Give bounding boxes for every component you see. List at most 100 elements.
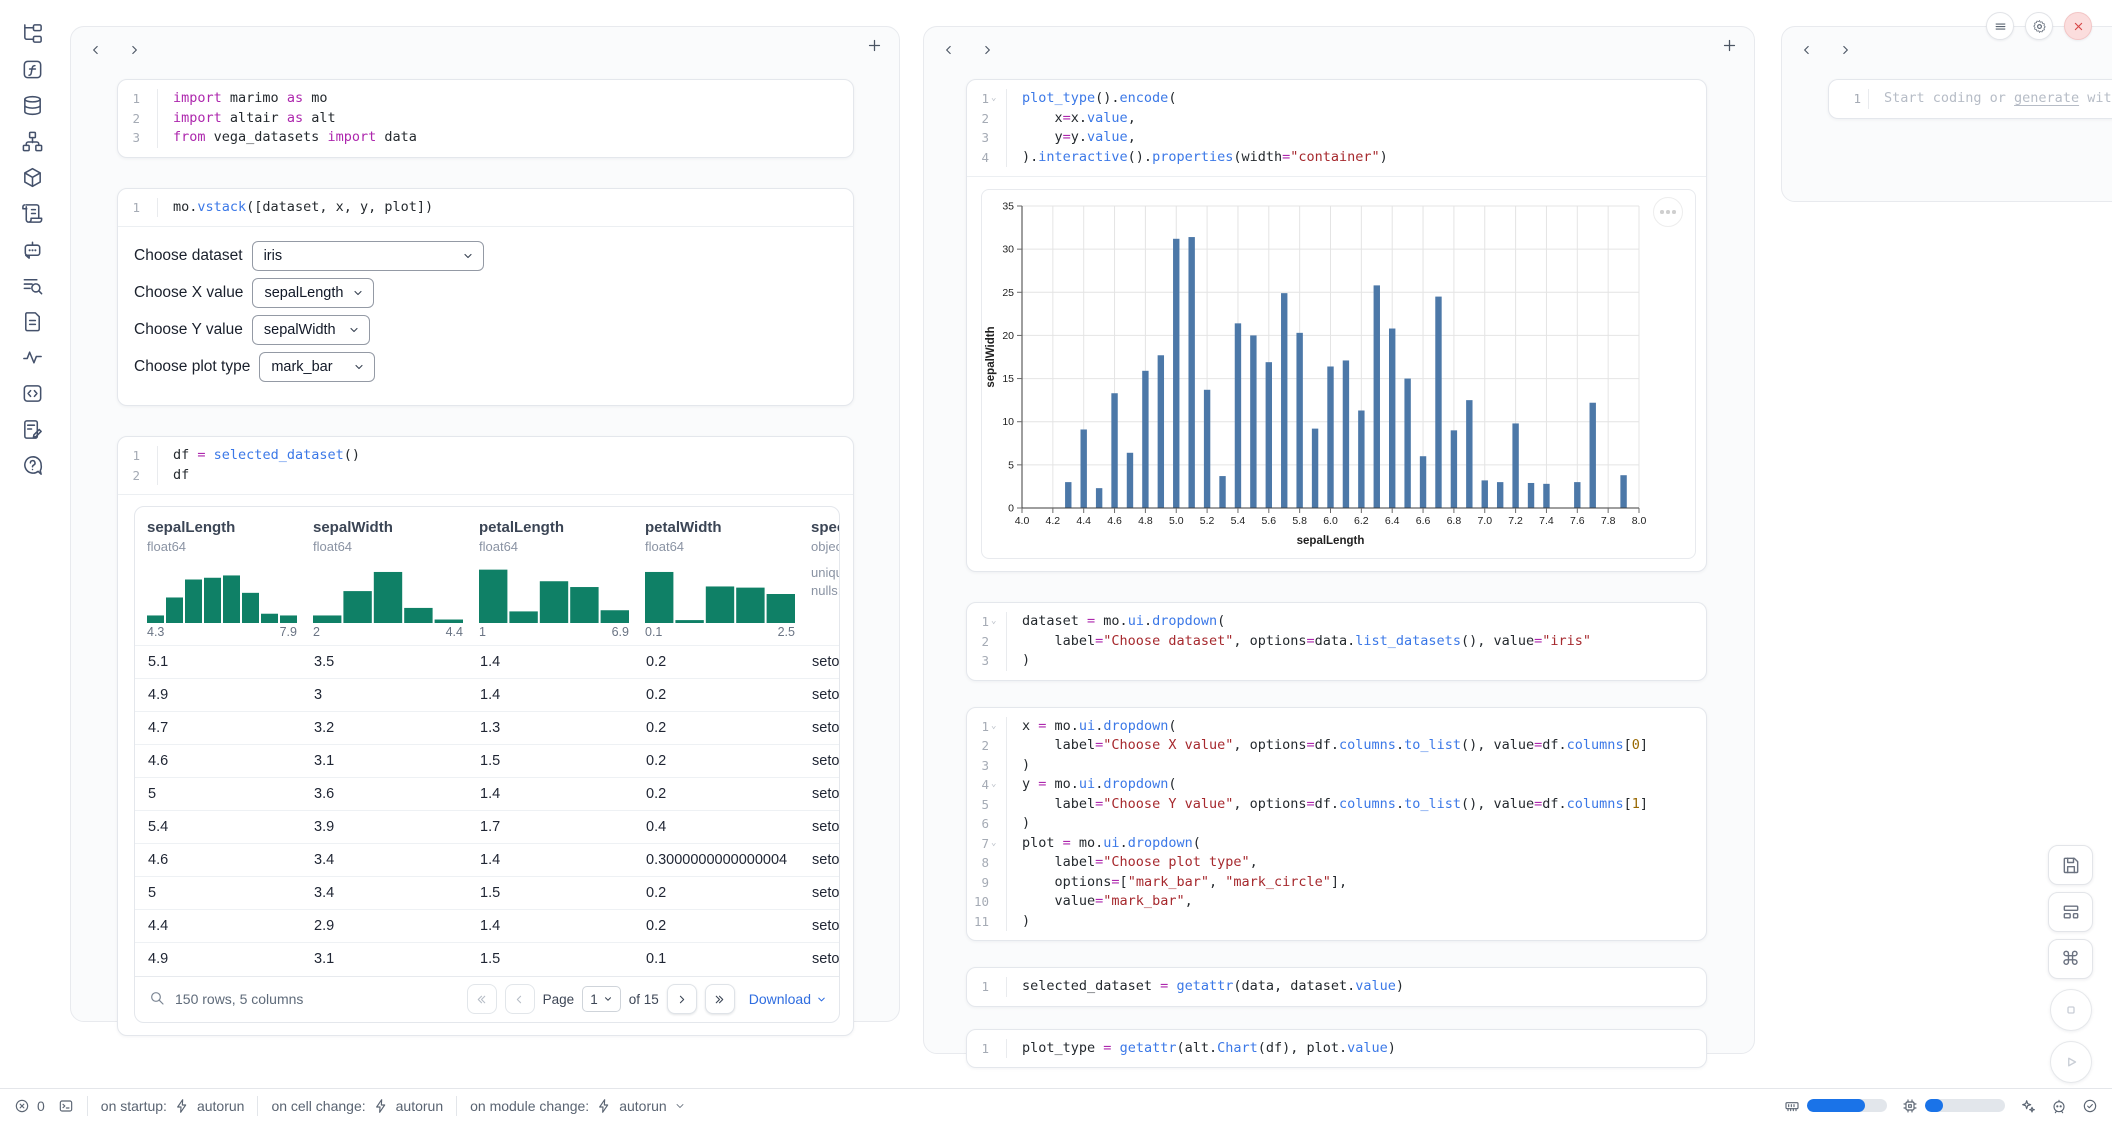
layout-button[interactable] [2048, 892, 2093, 932]
bar[interactable] [1528, 483, 1534, 508]
stop-button[interactable] [2050, 989, 2092, 1031]
script-panel-button[interactable] [12, 198, 52, 228]
column-header-petalLength[interactable]: petalLengthfloat6416.9 [467, 507, 633, 646]
run-button[interactable] [2050, 1041, 2092, 1083]
database-panel-button[interactable] [12, 90, 52, 120]
bar[interactable] [1266, 362, 1272, 508]
empty-code-cell[interactable]: 1 Start coding or generate with [1828, 79, 2112, 119]
code-editor[interactable]: 1df = selected_dataset()2df [118, 437, 853, 494]
chevron-right-icon[interactable] [1838, 43, 1852, 57]
chat-bot-button[interactable] [2051, 1098, 2067, 1114]
bar[interactable] [1590, 403, 1596, 508]
chevron-left-icon[interactable] [942, 43, 956, 57]
download-button[interactable]: Download [749, 991, 827, 1007]
bar-chart[interactable]: 4.04.24.44.64.85.05.25.45.65.86.06.26.46… [982, 190, 1695, 558]
terminal-button[interactable] [58, 1098, 74, 1114]
column-header-sepalWidth[interactable]: sepalWidthfloat6424.4 [301, 507, 467, 646]
bar[interactable] [1343, 360, 1349, 508]
choose-y-value-select[interactable]: sepalWidth [252, 315, 370, 345]
bar[interactable] [1435, 297, 1441, 508]
bar[interactable] [1219, 476, 1225, 508]
list-search-panel-button[interactable] [12, 270, 52, 300]
errors-indicator[interactable]: 0 [14, 1098, 45, 1114]
code-editor[interactable]: 1plot_type = getattr(alt.Chart(df), plot… [967, 1030, 1706, 1068]
bar[interactable] [1065, 482, 1071, 508]
bar[interactable] [1204, 390, 1210, 508]
org-chart-panel-button[interactable] [12, 126, 52, 156]
bar[interactable] [1512, 423, 1518, 508]
bar[interactable] [1543, 484, 1549, 508]
search-icon[interactable] [149, 990, 165, 1009]
bar[interactable] [1173, 239, 1179, 508]
bar[interactable] [1420, 456, 1426, 508]
code-snippet-panel-button[interactable] [12, 378, 52, 408]
document-panel-button[interactable] [12, 306, 52, 336]
keyboard-shortcuts-button[interactable]: ⌘ [2048, 939, 2093, 979]
generate-link[interactable]: generate [2014, 90, 2079, 106]
connection-status-button[interactable] [2082, 1098, 2098, 1114]
package-panel-button[interactable] [12, 162, 52, 192]
bar[interactable] [1296, 333, 1302, 508]
activity-panel-button[interactable] [12, 342, 52, 372]
menu-button[interactable] [1986, 12, 2014, 40]
bar[interactable] [1250, 335, 1256, 508]
bar[interactable] [1142, 371, 1148, 508]
code-editor[interactable]: 1selected_dataset = getattr(data, datase… [967, 968, 1706, 1006]
bar[interactable] [1235, 323, 1241, 508]
bar[interactable] [1158, 355, 1164, 508]
bar[interactable] [1081, 429, 1087, 508]
page-select[interactable]: 1 [582, 986, 621, 1012]
bar[interactable] [1389, 329, 1395, 508]
save-button[interactable] [2048, 845, 2093, 885]
choose-plot-type-select[interactable]: mark_bar [259, 352, 375, 382]
add-cell-button[interactable] [866, 37, 883, 59]
choose-dataset-select[interactable]: iris [252, 241, 484, 271]
code-placeholder[interactable]: Start coding or generate with [1869, 89, 2112, 109]
choose-x-value-select[interactable]: sepalLength [252, 278, 374, 308]
chevron-left-icon[interactable] [1800, 43, 1814, 57]
settings-button[interactable] [2025, 12, 2053, 40]
code-editor[interactable]: 1import marimo as mo2import altair as al… [118, 80, 853, 157]
altair-chart[interactable]: 4.04.24.44.64.85.05.25.45.65.86.06.26.46… [981, 189, 1696, 559]
bar[interactable] [1327, 366, 1333, 508]
shutdown-button[interactable] [2064, 12, 2092, 40]
bar[interactable] [1482, 480, 1488, 508]
chevron-right-icon[interactable] [127, 43, 141, 57]
bar[interactable] [1497, 482, 1503, 508]
on-module-change-toggle[interactable]: on module change: autorun [470, 1098, 686, 1114]
prev-page-button[interactable] [505, 984, 535, 1014]
bar[interactable] [1188, 237, 1194, 508]
chat-bot-panel-button[interactable] [12, 234, 52, 264]
chevron-right-icon[interactable] [980, 43, 994, 57]
help-panel-button[interactable] [12, 450, 52, 480]
chevron-left-icon[interactable] [89, 43, 103, 57]
code-editor[interactable]: 1⌄x = mo.ui.dropdown(2 label="Choose X v… [967, 708, 1706, 941]
scratchpad-panel-button[interactable] [12, 414, 52, 444]
column-header-petalWidth[interactable]: petalWidthfloat640.12.5 [633, 507, 799, 646]
column-header-sepalLength[interactable]: sepalLengthfloat644.37.9 [135, 507, 301, 646]
next-page-button[interactable] [667, 984, 697, 1014]
file-tree-panel-button[interactable] [12, 18, 52, 48]
function-panel-button[interactable] [12, 54, 52, 84]
first-page-button[interactable] [467, 984, 497, 1014]
add-cell-button[interactable] [1721, 37, 1738, 59]
code-editor[interactable]: 1⌄plot_type().encode(2 x=x.value,3 y=y.v… [967, 80, 1706, 176]
bar[interactable] [1404, 379, 1410, 508]
ai-assist-button[interactable] [2020, 1098, 2036, 1114]
bar[interactable] [1312, 429, 1318, 508]
code-editor[interactable]: 1⌄dataset = mo.ui.dropdown(2 label="Choo… [967, 603, 1706, 680]
bar[interactable] [1111, 393, 1117, 508]
last-page-button[interactable] [705, 984, 735, 1014]
bar[interactable] [1620, 475, 1626, 508]
bar[interactable] [1451, 430, 1457, 508]
chart-menu-button[interactable] [1653, 197, 1683, 227]
column-header-species[interactable]: speciesobjectuniquenulls: [799, 507, 840, 646]
bar[interactable] [1096, 488, 1102, 508]
bar[interactable] [1281, 293, 1287, 508]
bar[interactable] [1374, 285, 1380, 508]
code-editor[interactable]: 1mo.vstack([dataset, x, y, plot]) [118, 189, 853, 227]
on-startup-toggle[interactable]: on startup: autorun [101, 1098, 245, 1114]
bar[interactable] [1574, 482, 1580, 508]
bar[interactable] [1358, 410, 1364, 508]
bar[interactable] [1127, 453, 1133, 508]
